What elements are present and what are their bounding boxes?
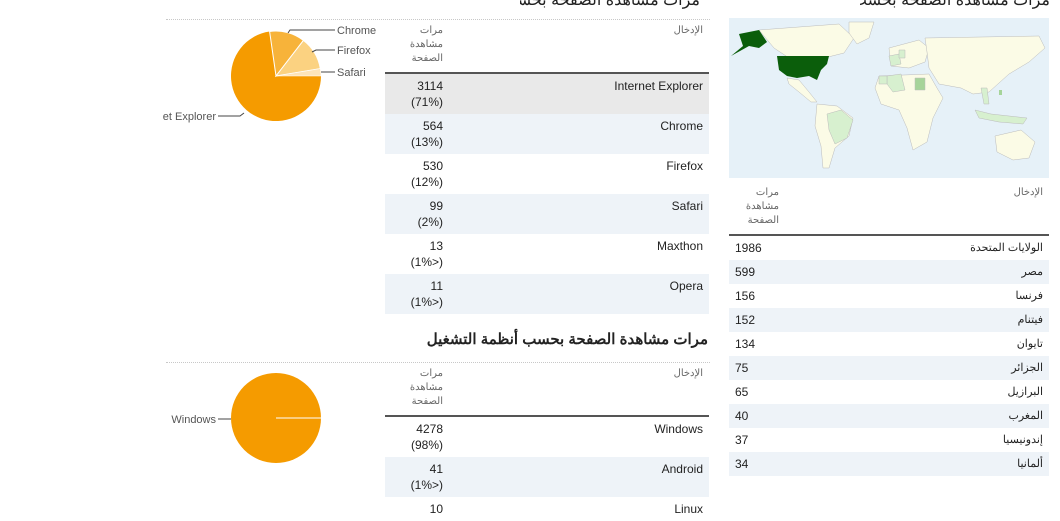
table-row[interactable]: البرازيل 65 xyxy=(729,380,1049,404)
row-value: 13 (1%>) xyxy=(410,239,443,269)
os-separator xyxy=(166,362,710,363)
table-row[interactable]: الولايات المتحدة 1986 xyxy=(729,235,1049,260)
row-label: المغرب xyxy=(785,404,1049,428)
row-value: 34 xyxy=(729,452,785,476)
browsers-separator xyxy=(166,19,710,20)
browsers-section-title-cutoff: مرات مشاهدة الصفحة بحسب المستعرضات xyxy=(520,0,700,9)
pie-label-chrome: Chrome xyxy=(337,25,376,37)
pie-label-windows: Windows xyxy=(171,414,216,426)
browsers-table: الإدخال مرات مشاهدة الصفحة Internet Expl… xyxy=(385,20,709,314)
world-map[interactable] xyxy=(729,18,1049,178)
row-value: 564 (13%) xyxy=(385,114,449,154)
row-label: الولايات المتحدة xyxy=(970,242,1043,254)
row-label: Safari xyxy=(449,194,709,234)
col-header-views[interactable]: مرات مشاهدة الصفحة xyxy=(385,363,449,417)
row-label: فرنسا xyxy=(1015,290,1043,302)
row-label: Windows xyxy=(654,422,703,436)
row-value: 10 xyxy=(429,502,443,516)
row-label: إندونيسيا xyxy=(1002,434,1043,446)
row-label: البرازيل xyxy=(1007,386,1043,398)
table-row[interactable]: Maxthon 13 (1%>) xyxy=(385,234,709,274)
row-value: 41 (1%>) xyxy=(385,457,449,497)
row-value: 75 xyxy=(729,356,785,380)
table-row[interactable]: Safari 99 (2%) xyxy=(385,194,709,234)
table-row[interactable]: إندونيسيا 37 xyxy=(729,428,1049,452)
pie-slice-safari[interactable] xyxy=(275,68,322,77)
table-row[interactable]: فرنسا 156 xyxy=(729,284,1049,308)
row-value: 4278 (98%) xyxy=(410,422,443,452)
row-label: Internet Explorer xyxy=(449,73,709,114)
row-value: 11 (1%>) xyxy=(385,274,449,314)
browsers-pie-chart: Chrome Firefox Safari et Explorer xyxy=(160,20,390,130)
row-label: Opera xyxy=(449,274,709,314)
col-header-entry[interactable]: الإدخال xyxy=(785,182,1049,236)
table-row[interactable]: الجزائر 75 xyxy=(729,356,1049,380)
row-label: مصر xyxy=(785,260,1049,284)
col-header-views[interactable]: مرات مشاهدة الصفحة xyxy=(729,182,785,236)
table-row[interactable]: فيتنام 152 xyxy=(729,308,1049,332)
table-row[interactable]: Windows 4278 (98%) xyxy=(385,416,709,457)
table-row[interactable]: Opera 11 (1%>) xyxy=(385,274,709,314)
row-value: 599 xyxy=(729,260,785,284)
col-header-entry[interactable]: الإدخال xyxy=(449,363,709,417)
table-row[interactable]: مصر 599 xyxy=(729,260,1049,284)
table-row[interactable]: Internet Explorer 3114 (71%) xyxy=(385,73,709,114)
row-value: 530 (12%) xyxy=(410,159,443,189)
table-row[interactable]: المغرب 40 xyxy=(729,404,1049,428)
table-row[interactable]: Chrome 564 (13%) xyxy=(385,114,709,154)
row-label: Firefox xyxy=(666,159,703,173)
row-label: الجزائر xyxy=(785,356,1049,380)
row-label: Android xyxy=(449,457,709,497)
row-label: Maxthon xyxy=(656,239,703,253)
row-value: 65 xyxy=(735,385,749,399)
col-header-views[interactable]: مرات مشاهدة الصفحة xyxy=(385,20,449,74)
table-row[interactable]: Firefox 530 (12%) xyxy=(385,154,709,194)
os-table: الإدخال مرات مشاهدة الصفحة Windows 4278(… xyxy=(385,363,709,521)
row-value: 156 xyxy=(735,289,756,303)
os-section-title: مرات مشاهدة الصفحة بحسب أنظمة التشغيل xyxy=(426,331,708,348)
row-value: 3114 (71%) xyxy=(385,73,449,114)
table-row[interactable]: Android 41 (1%>) xyxy=(385,457,709,497)
countries-section-title-cutoff: مرات مشاهدة الصفحة بحسب البلد xyxy=(860,0,1050,9)
row-label: Linux xyxy=(674,502,703,516)
table-row[interactable]: تايوان 134 xyxy=(729,332,1049,356)
row-value: 134 xyxy=(735,337,756,351)
row-value: 99 (2%) xyxy=(385,194,449,234)
row-label: تايوان xyxy=(1016,338,1043,350)
row-value: 1986 xyxy=(735,241,762,255)
pie-label-firefox: Firefox xyxy=(337,45,371,57)
pie-label-safari: Safari xyxy=(337,67,366,79)
pie-label-ie: et Explorer xyxy=(163,111,217,123)
col-header-entry[interactable]: الإدخال xyxy=(449,20,709,74)
table-row[interactable]: ألمانيا 34 xyxy=(729,452,1049,476)
row-value: 40 xyxy=(729,404,785,428)
row-label: ألمانيا xyxy=(785,452,1049,476)
row-value: 152 xyxy=(729,308,785,332)
row-label: فيتنام xyxy=(785,308,1049,332)
table-row[interactable]: Linux 10 xyxy=(385,497,709,521)
row-label: Chrome xyxy=(449,114,709,154)
os-pie-chart: Windows xyxy=(160,363,390,473)
countries-table: الإدخال مرات مشاهدة الصفحة الولايات المت… xyxy=(729,182,1049,476)
row-value: 37 xyxy=(735,433,749,447)
